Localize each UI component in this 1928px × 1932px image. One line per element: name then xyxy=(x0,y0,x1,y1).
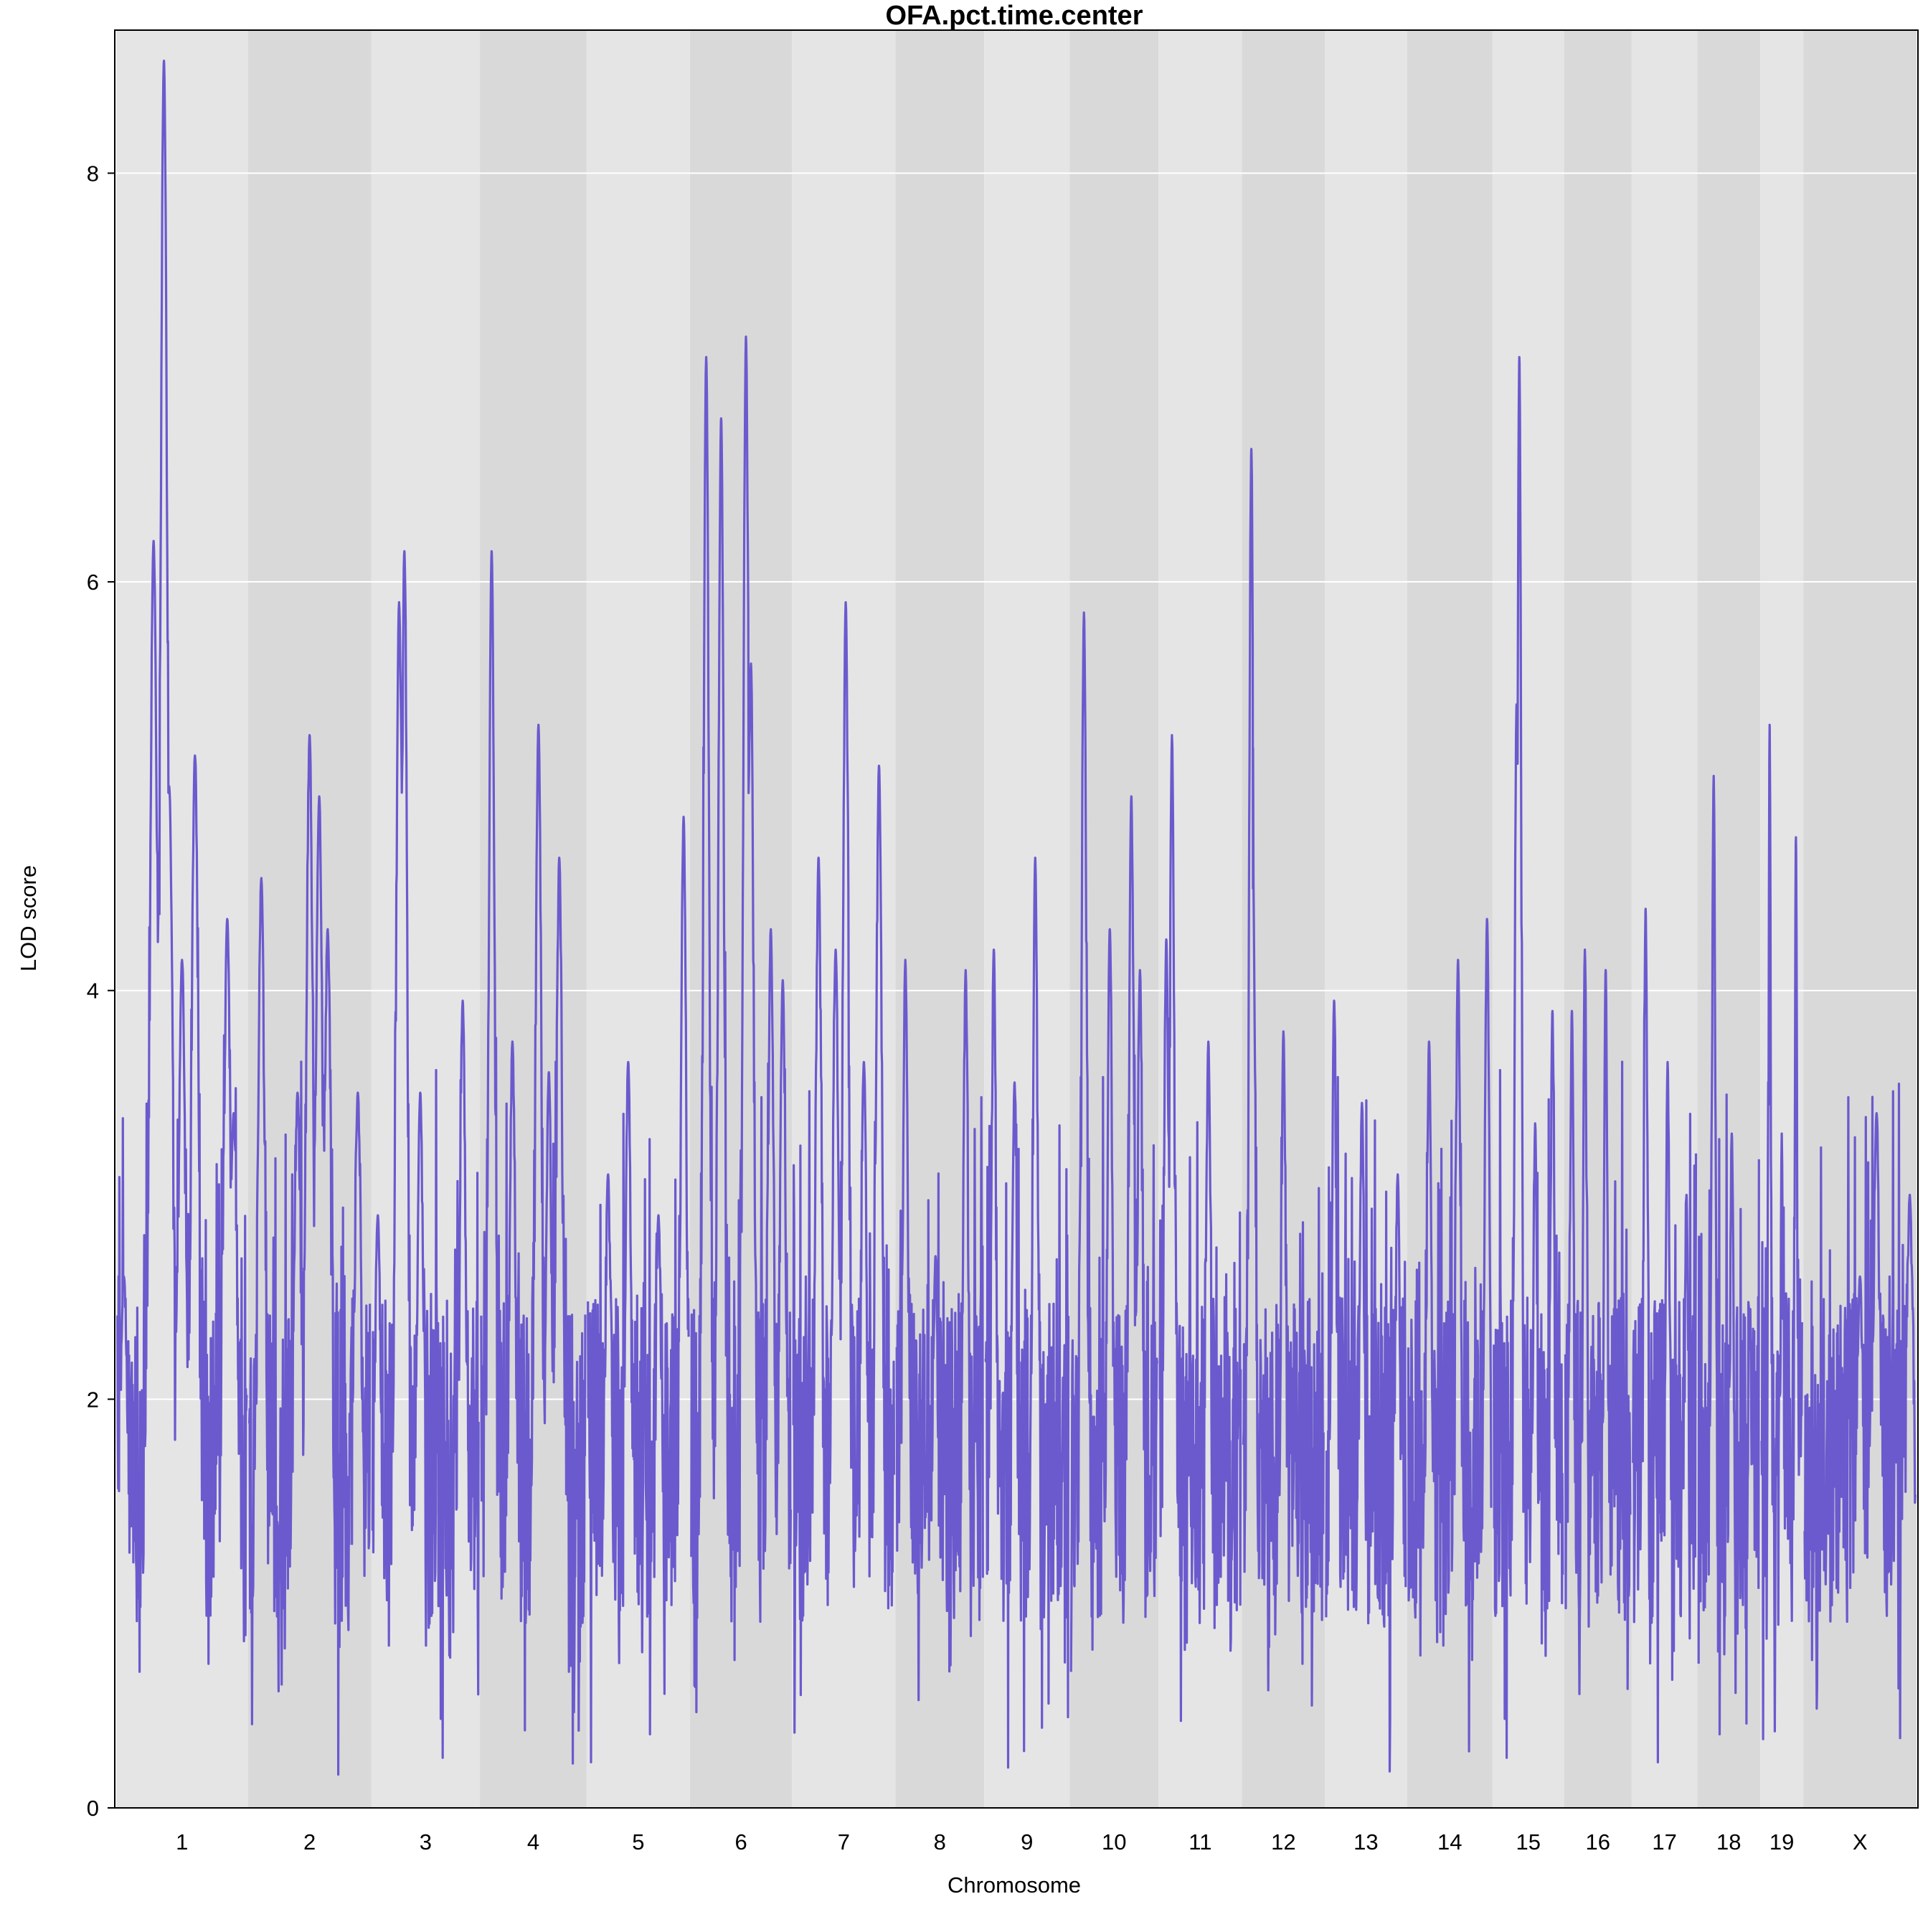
x-tick-label-chr-3: 3 xyxy=(420,1829,432,1855)
x-tick-label-chr-5: 5 xyxy=(632,1829,644,1855)
plot-frame xyxy=(114,29,1919,1809)
lod-line-chr-18 xyxy=(1697,775,1760,1735)
y-tick-label-8: 8 xyxy=(87,161,99,186)
lod-line-chr-9 xyxy=(984,857,1070,1769)
lod-series xyxy=(116,60,1917,1776)
y-tick-label-6: 6 xyxy=(87,570,99,595)
x-tick-label-chr-14: 14 xyxy=(1437,1829,1462,1855)
lod-line-chr-5 xyxy=(587,816,690,1763)
lod-line-chr-3 xyxy=(371,550,480,1759)
x-tick-label-chr-8: 8 xyxy=(934,1829,946,1855)
x-tick-label-chr-X: X xyxy=(1853,1829,1868,1855)
x-tick-label-chr-16: 16 xyxy=(1586,1829,1610,1855)
y-tick-label-4: 4 xyxy=(87,979,99,1004)
lod-line-chr-2 xyxy=(248,734,372,1776)
lod-line-chr-10 xyxy=(1069,611,1158,1672)
lod-line-chr-12 xyxy=(1242,448,1325,1707)
x-tick-label-chr-19: 19 xyxy=(1769,1829,1794,1855)
lod-line-chr-14 xyxy=(1407,918,1493,1753)
lod-line-chr-15 xyxy=(1493,356,1564,1759)
x-tick-label-chr-7: 7 xyxy=(838,1829,850,1855)
lod-line-chr-17 xyxy=(1632,908,1698,1763)
lod-line-chr-19 xyxy=(1760,723,1803,1740)
x-tick-label-chr-9: 9 xyxy=(1021,1829,1033,1855)
chart-title: OFA.pct.time.center xyxy=(886,1,1143,31)
lod-line-chr-X xyxy=(1803,1083,1917,1740)
x-tick-label-chr-12: 12 xyxy=(1271,1829,1295,1855)
lod-line-chr-8 xyxy=(895,958,984,1702)
x-tick-label-chr-15: 15 xyxy=(1516,1829,1540,1855)
band-chr-13 xyxy=(1325,30,1407,1808)
band-chr-10 xyxy=(1069,30,1159,1808)
x-tick-label-chr-17: 17 xyxy=(1652,1829,1676,1855)
y-axis-ticks: 0 2 4 6 8 xyxy=(87,161,115,1821)
x-tick-label-chr-2: 2 xyxy=(303,1829,316,1855)
y-tick-label-0: 0 xyxy=(87,1796,99,1821)
x-tick-label-chr-18: 18 xyxy=(1716,1829,1741,1855)
band-chr-6 xyxy=(689,30,793,1808)
x-tick-label-chr-6: 6 xyxy=(734,1829,747,1855)
x-tick-label-chr-4: 4 xyxy=(527,1829,539,1855)
x-axis-ticks: 1 2 3 4 5 6 7 8 9 10 11 12 13 14 15 16 17 18 19 X xyxy=(176,1829,1868,1855)
lod-line-chr-11 xyxy=(1158,734,1242,1723)
x-axis-label: Chromosome xyxy=(948,1872,1081,1898)
y-tick-label-2: 2 xyxy=(87,1387,99,1412)
y-axis-label: LOD score xyxy=(16,865,41,971)
lod-line-chr-16 xyxy=(1564,948,1632,1695)
lod-line-chr-13 xyxy=(1325,999,1407,1773)
x-tick-label-chr-13: 13 xyxy=(1353,1829,1378,1855)
x-tick-label-chr-10: 10 xyxy=(1102,1829,1126,1855)
x-tick-label-chr-1: 1 xyxy=(176,1829,188,1855)
lod-line-chr-7 xyxy=(792,600,896,1734)
lod-line-chr-4 xyxy=(480,550,587,1765)
lod-line-chr-1 xyxy=(116,60,248,1673)
lod-line-chr-6 xyxy=(690,335,792,1714)
x-tick-label-chr-11: 11 xyxy=(1189,1829,1211,1855)
